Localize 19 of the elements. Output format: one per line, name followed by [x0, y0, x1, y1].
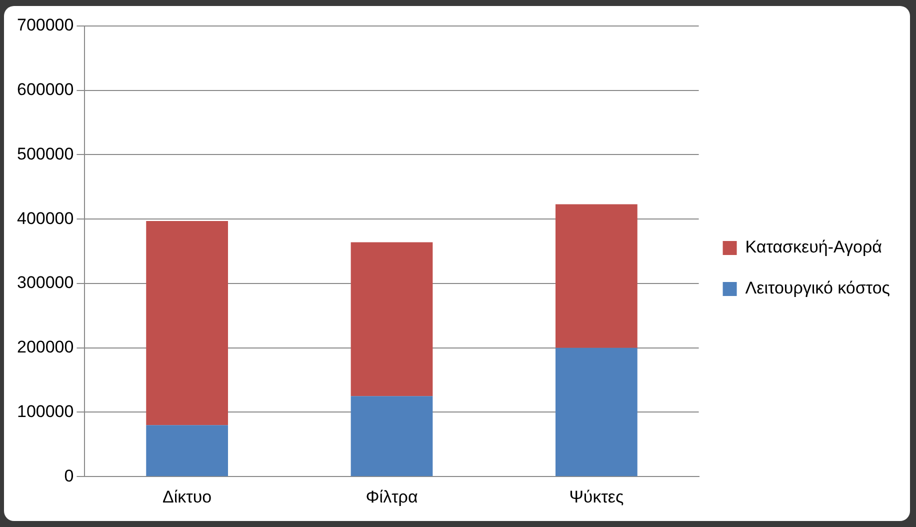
- bar: [556, 348, 638, 476]
- legend-label: Λειτουργικό κόστος: [745, 278, 890, 298]
- y-tick-label: 0: [64, 466, 74, 486]
- bar: [556, 204, 638, 348]
- y-tick-label: 200000: [16, 338, 74, 357]
- x-tick-label: Φίλτρα: [366, 487, 418, 506]
- x-tick-label: Δίκτυο: [162, 487, 212, 506]
- y-tick-label: 100000: [16, 402, 74, 421]
- y-tick-label: 700000: [16, 16, 74, 35]
- y-tick-label: 400000: [16, 208, 74, 228]
- bar: [350, 396, 433, 476]
- x-tick-label: Ψύκτες: [569, 487, 624, 506]
- y-tick-label: 600000: [16, 80, 74, 100]
- y-tick-label: 300000: [16, 273, 74, 292]
- bar: [146, 425, 228, 476]
- bar: [350, 242, 433, 396]
- bar: [146, 221, 228, 426]
- legend-label: Κατασκευή-Αγορά: [745, 238, 882, 257]
- y-tick-label: 500000: [16, 144, 74, 164]
